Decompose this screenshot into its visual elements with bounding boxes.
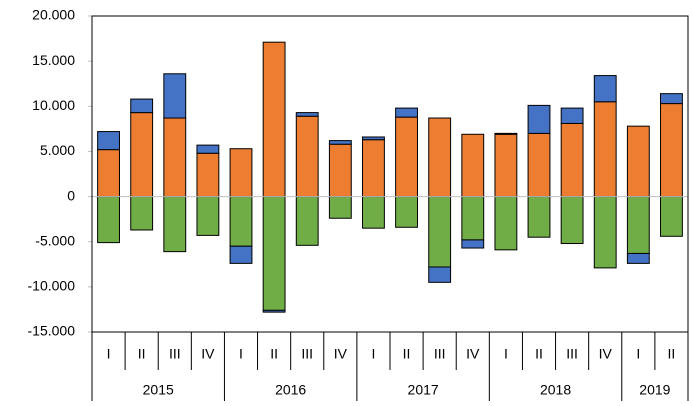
- bar-segment: [130, 196, 154, 231]
- x-tick-label: III: [434, 346, 446, 362]
- bar-segment: [130, 112, 154, 198]
- y-tick-label: 15.000: [32, 52, 75, 68]
- bar-segment: [163, 73, 187, 119]
- bar-segment: [527, 104, 551, 134]
- bar-segment: [560, 196, 584, 245]
- bar-segment: [428, 196, 452, 268]
- x-tick-label: III: [566, 346, 578, 362]
- bar-segment: [560, 107, 584, 124]
- y-tick-label: -10.000: [28, 278, 76, 294]
- y-tick-label: -5.000: [35, 232, 75, 248]
- bar-segment: [494, 133, 518, 198]
- x-tick-label: I: [239, 346, 243, 362]
- bar-segment: [395, 196, 418, 228]
- bar-segment: [295, 112, 319, 117]
- bar-segment: [395, 116, 418, 198]
- bar-segment: [461, 239, 485, 249]
- x-tick-label: IV: [599, 346, 613, 362]
- y-tick-label: 0: [67, 187, 75, 203]
- bar-segment: [262, 196, 286, 311]
- x-group-label: 2017: [408, 382, 439, 398]
- bar-segment: [660, 196, 683, 237]
- x-tick-label: I: [504, 346, 508, 362]
- bar-segment: [229, 148, 253, 198]
- bar-segment: [494, 196, 518, 251]
- x-tick-label: I: [371, 346, 375, 362]
- bar-segment: [626, 125, 650, 198]
- bar-segment: [328, 196, 352, 219]
- bar-segment: [428, 266, 452, 283]
- bar-segment: [196, 196, 220, 236]
- x-tick-label: III: [301, 346, 313, 362]
- bar-segment: [163, 117, 187, 198]
- x-tick-label: II: [270, 346, 278, 362]
- bar-segment: [461, 133, 485, 198]
- y-tick-label: 5.000: [40, 142, 75, 158]
- x-group-label: 2016: [275, 382, 306, 398]
- bar-segment: [262, 309, 286, 313]
- bar-segment: [97, 131, 120, 151]
- bar-segment: [626, 196, 650, 254]
- x-tick-label: II: [535, 346, 543, 362]
- bar-segment: [295, 196, 319, 246]
- bar-segment: [196, 144, 220, 154]
- bar-segment: [163, 196, 187, 253]
- x-tick-label: IV: [466, 346, 480, 362]
- x-tick-label: II: [138, 346, 146, 362]
- y-tick-label: 10.000: [32, 97, 75, 113]
- bar-segment: [593, 75, 617, 103]
- bar-segment: [362, 139, 385, 198]
- bar-segment: [362, 196, 385, 229]
- x-tick-label: II: [668, 346, 676, 362]
- bar-segment: [461, 196, 485, 241]
- bar-segment: [328, 143, 352, 198]
- bar-segment: [494, 132, 518, 135]
- bar-segment: [130, 98, 154, 114]
- bar-segment: [593, 196, 617, 269]
- bar-segment: [527, 132, 551, 198]
- x-group-label: 2015: [143, 382, 174, 398]
- bar-segment: [626, 252, 650, 264]
- bar-segment: [660, 103, 683, 198]
- x-tick-label: IV: [201, 346, 215, 362]
- x-tick-label: I: [636, 346, 640, 362]
- x-tick-label: I: [107, 346, 111, 362]
- x-tick-label: III: [169, 346, 181, 362]
- bar-segment: [593, 101, 617, 198]
- y-tick-label: -15.000: [28, 323, 76, 339]
- x-group-label: 2019: [639, 382, 670, 398]
- bar-segment: [527, 196, 551, 238]
- bar-segment: [229, 196, 253, 247]
- bar-segment: [97, 149, 120, 198]
- bar-segment: [295, 115, 319, 198]
- bar-segment: [362, 136, 385, 141]
- bar-segment: [229, 245, 253, 264]
- bar-segment: [560, 122, 584, 198]
- x-tick-label: II: [403, 346, 411, 362]
- x-tick-label: IV: [334, 346, 348, 362]
- bar-segment: [328, 140, 352, 145]
- bar-segment: [395, 107, 418, 118]
- y-tick-label: 20.000: [32, 7, 75, 23]
- bar-segment: [660, 93, 683, 105]
- bar-segment: [262, 41, 286, 198]
- x-group-label: 2018: [540, 382, 571, 398]
- bar-segment: [428, 117, 452, 198]
- bar-segment: [196, 152, 220, 198]
- bar-segment: [97, 196, 120, 244]
